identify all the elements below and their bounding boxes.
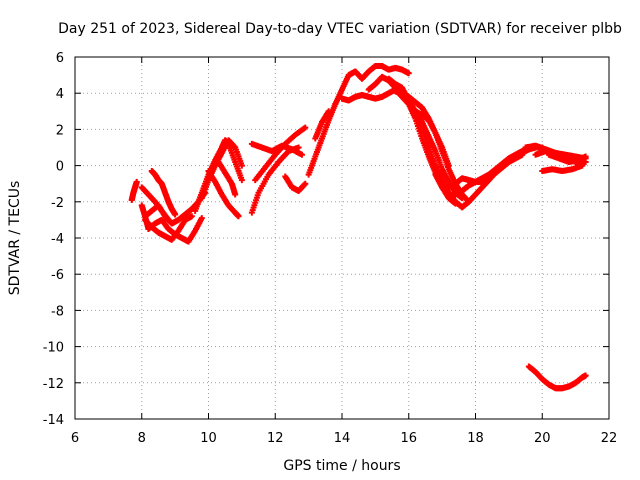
series-arc-9 (205, 168, 242, 220)
series-arc-1 (128, 178, 140, 203)
data-point (133, 178, 140, 185)
data-point (579, 162, 586, 169)
y-tick-label: -10 (43, 341, 64, 356)
y-tick-label: -14 (43, 413, 64, 428)
series-arc-6 (138, 184, 172, 223)
series-arc-14 (282, 173, 309, 194)
data-points (128, 63, 589, 392)
series-arc-29 (545, 151, 589, 165)
series-arc-5 (148, 168, 179, 218)
data-point (519, 151, 526, 158)
data-point (232, 191, 239, 198)
x-tick-label: 8 (138, 431, 146, 446)
data-point (302, 124, 309, 131)
data-point (405, 70, 412, 77)
data-point (582, 153, 589, 160)
data-point (582, 372, 589, 379)
data-point (445, 162, 452, 169)
x-tick-label: 14 (334, 431, 351, 446)
series-arc-28 (539, 162, 586, 175)
series-arc-15 (305, 101, 339, 178)
series-arc-13 (252, 124, 309, 184)
y-tick-labels: -14 -12 -10 -8 -6 -4 -2 0 2 4 6 (43, 51, 64, 428)
x-tick-label: 12 (267, 431, 284, 446)
data-point (235, 213, 242, 220)
y-tick-label: 2 (56, 123, 64, 138)
y-tick-label: -2 (51, 196, 64, 211)
x-tick-labels: 6 8 10 12 14 16 18 20 22 (71, 431, 617, 446)
series-arc-4 (142, 213, 195, 243)
chart-title: Day 251 of 2023, Sidereal Day-to-day VTE… (58, 21, 622, 37)
y-axis-title: SDTVAR / TECUs (7, 181, 23, 296)
y-tick-label: 4 (56, 87, 64, 102)
data-point (302, 180, 309, 187)
x-tick-label: 22 (601, 431, 618, 446)
y-tick-label: 6 (56, 51, 64, 66)
x-tick-label: 20 (534, 431, 551, 446)
data-point (198, 215, 205, 222)
x-tick-label: 18 (467, 431, 484, 446)
grid-lines (75, 57, 609, 419)
x-tick-label: 16 (400, 431, 417, 446)
data-point (298, 151, 305, 158)
data-point (172, 211, 179, 218)
series-arc-30 (525, 363, 589, 392)
plot-frame (74, 56, 610, 420)
y-tick-label: -12 (43, 377, 64, 392)
y-tick-label: -4 (51, 232, 64, 247)
series-arc-17 (332, 63, 412, 108)
series-arc-22 (412, 108, 452, 169)
x-axis-title: GPS time / hours (283, 458, 400, 474)
series-arc-25 (459, 151, 526, 211)
series-arc-16 (312, 108, 332, 142)
data-point (295, 144, 302, 151)
data-point (238, 162, 245, 169)
y-tick-label: -8 (51, 304, 64, 319)
y-tick-label: -6 (51, 268, 64, 283)
x-tick-label: 10 (200, 431, 217, 446)
y-tick-label: 0 (56, 160, 64, 175)
series-arc-10 (215, 158, 239, 198)
data-point (238, 177, 245, 184)
data-point (165, 216, 172, 223)
data-point (188, 213, 195, 220)
x-tick-label: 6 (71, 431, 79, 446)
data-point (325, 108, 332, 115)
series-arc-12 (248, 144, 302, 216)
